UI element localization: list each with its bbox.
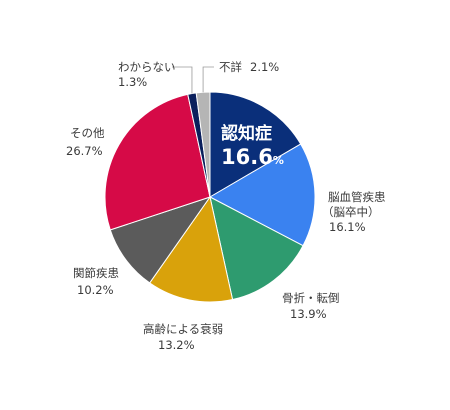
slice-label-other: その他 — [70, 126, 105, 140]
pie-slices — [104, 91, 316, 303]
pie-slice-other — [104, 93, 211, 231]
slice-value-unknown: 1.3% — [118, 75, 147, 89]
slice-value-not-stated: 2.1% — [250, 60, 279, 74]
slice-value-other: 26.7% — [66, 144, 103, 158]
slice-label-not-stated: 不詳 — [219, 60, 242, 74]
pie-slice-fracture — [209, 196, 304, 301]
pie-slice-dementia — [209, 91, 302, 198]
slice-label-cerebrovascular-sub: （脳卒中） — [322, 205, 380, 219]
slice-value-dementia: 16.6% — [221, 145, 284, 169]
leader-line-not-stated — [202, 66, 214, 93]
pie-slice-frailty — [148, 195, 234, 303]
slice-label-fracture: 骨折・転倒 — [282, 291, 340, 305]
leader-line-unknown — [172, 66, 193, 94]
slice-label-unknown: わからない — [118, 60, 176, 74]
slice-label-frailty: 高齢による衰弱 — [143, 322, 223, 336]
slice-label-dementia: 認知症 — [221, 123, 272, 144]
slice-value-fracture: 13.9% — [290, 307, 327, 321]
pie-slice-cerebrovascular — [208, 143, 316, 247]
slice-value-joint: 10.2% — [77, 283, 114, 297]
slice-label-joint: 関節疾患 — [73, 266, 119, 280]
slice-label-cerebrovascular: 脳血管疾患 — [328, 190, 386, 204]
slice-value-cerebrovascular: 16.1% — [329, 220, 366, 234]
slice-value-frailty: 13.2% — [158, 338, 195, 352]
leader-lines — [172, 66, 214, 94]
